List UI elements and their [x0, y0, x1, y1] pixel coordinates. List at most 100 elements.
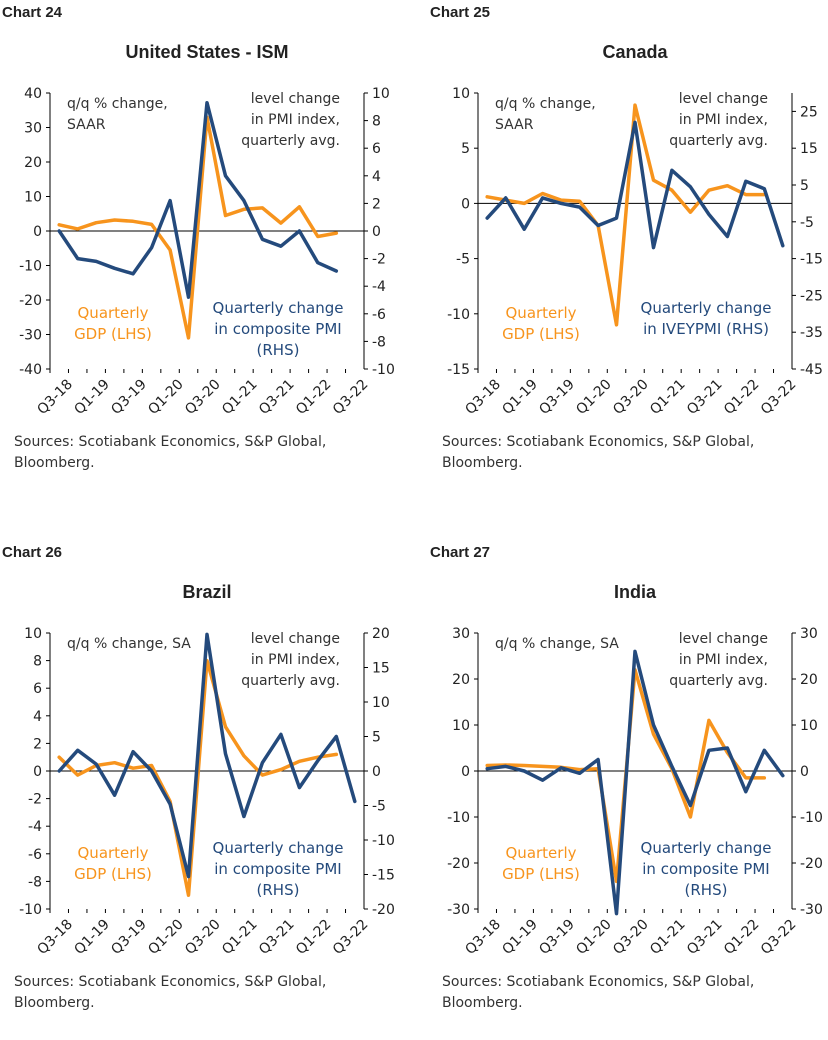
line-chart-brazil: -10-8-6-4-20246810-20-15-10-505101520Q3-…	[19, 626, 395, 958]
right-tick-label: 6	[372, 141, 381, 157]
chart-panel-24: Chart 24 United States - ISM -40 -30 -20 -1…	[0, 0, 414, 500]
x-tick-label: Q1-21	[647, 916, 689, 958]
right-tick-label: -25	[800, 288, 823, 304]
x-tick-label: Q1-20	[573, 376, 615, 418]
gdp-series-label: Quarterly	[78, 844, 149, 862]
left-tick-label: -5	[456, 252, 470, 268]
left-tick-label: -4	[28, 819, 42, 835]
x-tick-label: Q3-22	[330, 376, 372, 418]
x-tick-label: Q3-21	[256, 916, 298, 958]
right-tick-label: -2	[372, 252, 386, 268]
right-tick-label: -15	[800, 252, 823, 268]
pmi-series-label: in composite PMI	[214, 320, 341, 338]
right-tick-label: -45	[800, 362, 823, 378]
gdp-series-line	[485, 103, 767, 327]
pmi-series-label: Quarterly change	[641, 299, 772, 317]
right-tick-label: 2	[372, 196, 381, 212]
right-tick-label: -5	[372, 799, 386, 815]
right-axis-caption: in PMI index,	[679, 652, 768, 668]
sources-line-2: Bloomberg.	[442, 995, 523, 1011]
left-tick-label: 10	[452, 718, 470, 734]
left-tick-label: 10	[24, 190, 42, 206]
right-tick-label: 20	[372, 626, 390, 642]
gdp-series-label: GDP (LHS)	[74, 865, 152, 883]
right-axis-caption: quarterly avg.	[669, 673, 768, 689]
x-tick-label: Q3-19	[108, 916, 150, 958]
x-tick-label: Q3-21	[256, 376, 298, 418]
x-tick-label: Q3-20	[610, 376, 652, 418]
x-tick-label: Q1-19	[71, 916, 113, 958]
left-tick-label: 5	[461, 141, 470, 157]
line-chart-canada: -15 -10 -5 0 5 10 -45 -35 -25 -15 -5 5 15 25 Q3-18Q1-1…	[447, 86, 823, 418]
left-tick-label: -20	[19, 293, 42, 309]
left-tick-label: 0	[33, 224, 42, 240]
chart-title: India	[613, 582, 656, 602]
pmi-series-label: in composite PMI	[214, 860, 341, 878]
right-tick-label: 15	[372, 661, 390, 677]
x-tick-label: Q1-22	[721, 916, 763, 958]
right-tick-label: -8	[372, 334, 386, 350]
left-tick-label: 6	[33, 681, 42, 697]
right-tick-label: 4	[372, 169, 381, 185]
right-tick-label: 20	[800, 672, 818, 688]
x-tick-label: Q3-22	[758, 376, 800, 418]
right-tick-label: -35	[800, 325, 823, 341]
chart-number: Chart 25	[430, 4, 491, 21]
left-axis-caption: SAAR	[495, 117, 534, 133]
right-tick-label: -5	[800, 215, 814, 231]
right-tick-label: 10	[800, 718, 818, 734]
x-tick-label: Q3-21	[684, 376, 726, 418]
left-tick-label: 4	[33, 709, 42, 725]
chart-title: United States - ISM	[125, 42, 289, 62]
right-axis-caption: level change	[251, 91, 340, 107]
sources-note: Sources: Scotiabank Economics, S&P Globa…	[442, 972, 822, 1014]
right-tick-label: -4	[372, 279, 386, 295]
left-tick-label: -8	[28, 874, 42, 890]
sources-line-2: Bloomberg.	[442, 455, 523, 471]
left-tick-label: -40	[19, 362, 42, 378]
left-tick-label: 20	[24, 155, 42, 171]
pmi-series-label: in IVEYPMI (RHS)	[643, 320, 769, 338]
right-axis-caption: in PMI index,	[251, 652, 340, 668]
right-tick-label: -20	[800, 856, 823, 872]
gdp-series-label: GDP (LHS)	[74, 325, 152, 343]
right-axis-caption: quarterly avg.	[241, 133, 340, 149]
pmi-series-line	[485, 120, 785, 250]
x-tick-label: Q1-19	[71, 376, 113, 418]
x-tick-label: Q1-20	[145, 916, 187, 958]
gdp-series-label: GDP (LHS)	[502, 325, 580, 343]
gdp-series-label: Quarterly	[78, 304, 149, 322]
left-tick-label: -2	[28, 792, 42, 808]
left-tick-label: -15	[447, 362, 470, 378]
x-tick-label: Q1-22	[293, 916, 335, 958]
chart-panel-27: Chart 27 India -30 -20 -10 0 10 20 30 -30 -20 -10…	[428, 540, 828, 1040]
left-tick-label: 30	[452, 626, 470, 642]
x-tick-label: Q3-20	[610, 916, 652, 958]
x-tick-label: Q1-19	[499, 376, 541, 418]
x-tick-label: Q3-19	[536, 376, 578, 418]
left-tick-label: -20	[447, 856, 470, 872]
left-tick-label: 10	[24, 626, 42, 642]
x-tick-label: Q3-19	[108, 376, 150, 418]
chart-title: Brazil	[182, 582, 232, 602]
left-axis-caption: q/q % change,	[495, 96, 596, 112]
left-tick-label: 0	[461, 764, 470, 780]
right-tick-label: 5	[372, 730, 381, 746]
gdp-series-label: GDP (LHS)	[502, 865, 580, 883]
chart-number: Chart 26	[2, 544, 63, 561]
sources-line-1: Sources: Scotiabank Economics, S&P Globa…	[14, 434, 327, 450]
right-tick-label: 0	[800, 764, 809, 780]
left-tick-label: 8	[33, 654, 42, 670]
right-tick-label: 0	[372, 764, 381, 780]
right-tick-label: -10	[372, 362, 395, 378]
pmi-series-label: Quarterly change	[213, 839, 344, 857]
chart-panel-25: Chart 25 Canada -15 -10 -5 0 5 10 -45 -35 -25 -15…	[428, 0, 828, 500]
pmi-series-line	[57, 632, 357, 879]
x-tick-label: Q1-22	[721, 376, 763, 418]
right-axis-caption: level change	[251, 631, 340, 647]
pmi-series-label: (RHS)	[257, 341, 300, 359]
pmi-series-label: Quarterly change	[213, 299, 344, 317]
right-axis-caption: quarterly avg.	[669, 133, 768, 149]
right-axis-caption: in PMI index,	[251, 112, 340, 128]
right-tick-label: -30	[800, 902, 823, 918]
